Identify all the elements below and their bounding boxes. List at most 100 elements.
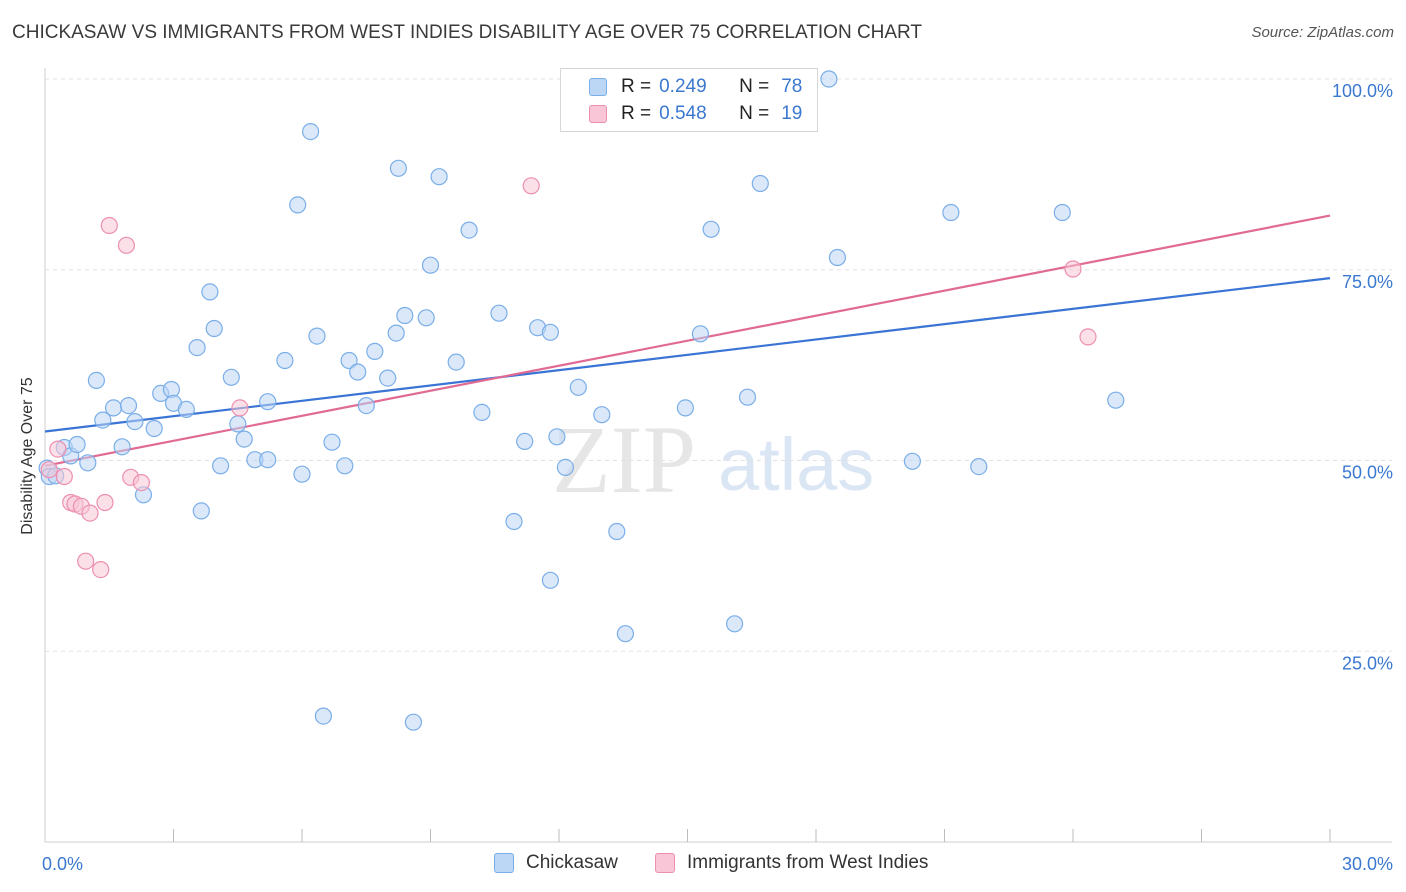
chickasaw-point [389, 159, 407, 177]
chickasaw-point [417, 309, 435, 327]
series-label-chickasaw: Chickasaw [526, 852, 618, 873]
west-indies-trend-line [44, 214, 1331, 467]
y-tick-label: 75.0% [1342, 272, 1393, 292]
series-label-west-indies: Immigrants from West Indies [687, 852, 929, 873]
chickasaw-point [293, 465, 311, 483]
chickasaw-point [421, 256, 440, 274]
chickasaw-point [396, 306, 414, 325]
chickasaw-point [192, 502, 210, 520]
chickasaw-point [349, 363, 367, 381]
chickasaw-point [340, 351, 358, 370]
chickasaw-point [751, 174, 769, 193]
series-legend: Chickasaw Immigrants from West Indies [0, 852, 1406, 876]
chickasaw-point [691, 325, 710, 343]
west-indies-point [132, 474, 150, 492]
chickasaw-point [68, 435, 86, 454]
chickasaw-point [820, 70, 838, 88]
watermark: ZIP atlas [552, 406, 874, 513]
west-indies-point [231, 399, 249, 417]
legend-row-chickasaw: R = 0.249 N = 78 [589, 76, 802, 98]
chickasaw-point [314, 707, 332, 725]
west-indies-point [92, 560, 110, 579]
legend-r-label: R = [621, 76, 652, 97]
legend-r-value: 0.548 [659, 103, 707, 124]
chickasaw-point [387, 324, 405, 342]
y-tick-label: 50.0% [1342, 463, 1393, 483]
chickasaw-point [738, 388, 757, 406]
chickasaw-point [79, 454, 97, 472]
west-indies-point [40, 461, 58, 479]
chickasaw-point [259, 393, 277, 411]
chickasaw-point [212, 457, 230, 475]
chickasaw-point [569, 378, 587, 396]
chickasaw-point [235, 430, 253, 448]
chickasaw-point [616, 625, 635, 643]
chickasaw-point [942, 203, 960, 222]
chickasaw-trend-line [44, 277, 1331, 433]
chickasaw-point [366, 342, 384, 360]
series-legend-chickasaw[interactable]: Chickasaw [494, 852, 618, 874]
x-tick-label-min: 0.0% [42, 854, 83, 874]
chickasaw-point [404, 713, 422, 731]
chickasaw-point [94, 411, 112, 429]
chickasaw-point [259, 451, 277, 469]
chickasaw-point [903, 452, 922, 470]
chickasaw-point [430, 168, 448, 186]
chickasaw-point [505, 512, 523, 531]
chickasaw-point [302, 123, 320, 141]
west-indies-point [522, 177, 540, 195]
legend-swatch-west-indies [589, 105, 607, 123]
watermark-zip: ZIP [552, 406, 696, 513]
chickasaw-point [556, 458, 575, 476]
chickasaw-point [541, 571, 560, 589]
watermark-atlas: atlas [718, 423, 874, 506]
chickasaw-point [593, 406, 611, 424]
y-tick-label: 100.0% [1332, 81, 1393, 101]
source-credit: Source: ZipAtlas.com [1251, 24, 1394, 41]
west-indies-point [81, 504, 99, 522]
series-legend-west-indies[interactable]: Immigrants from West Indies [655, 852, 928, 874]
chickasaw-point [490, 304, 508, 322]
tick-labels: 25.0% 50.0% 75.0% 100.0% 0.0% 30.0% [42, 81, 1393, 874]
chickasaw-point [725, 615, 744, 633]
y-axis-label: Disability Age Over 75 [19, 377, 36, 535]
scatter-points [38, 70, 1125, 731]
chickasaw-point [608, 522, 626, 541]
legend-r-label: R = [621, 103, 652, 124]
legend-swatch-chickasaw [589, 78, 607, 96]
west-indies-point [96, 493, 114, 512]
chickasaw-point [113, 438, 131, 456]
chickasaw-point [126, 413, 144, 431]
legend-row-west-indies: R = 0.548 N = 19 [589, 103, 802, 125]
chickasaw-point [473, 403, 491, 421]
west-indies-point [100, 216, 118, 235]
chickasaw-point [87, 371, 106, 389]
west-indies-point [49, 440, 67, 458]
legend-n-value: 78 [781, 76, 803, 97]
chickasaw-point [447, 353, 465, 371]
chickasaw-point [702, 220, 720, 238]
chickasaw-point [289, 196, 307, 214]
chickasaw-point [201, 283, 219, 301]
chart-title: CHICKASAW VS IMMIGRANTS FROM WEST INDIES… [12, 22, 923, 43]
chickasaw-point [828, 248, 847, 267]
y-tick-label: 25.0% [1342, 653, 1393, 673]
west-indies-point [1064, 260, 1082, 278]
series-swatch-chickasaw [494, 853, 514, 873]
chickasaw-point [229, 415, 247, 433]
chickasaw-point [323, 433, 341, 451]
chickasaw-point [541, 323, 560, 341]
legend-r-value: 0.249 [659, 76, 707, 97]
legend-n-label: N = [739, 103, 770, 124]
chickasaw-point [145, 419, 163, 438]
chickasaw-point [548, 428, 566, 446]
chickasaw-point [177, 400, 195, 418]
x-tick-label-max: 30.0% [1342, 854, 1393, 874]
series-swatch-west-indies [655, 853, 675, 873]
chickasaw-point [379, 369, 397, 387]
west-indies-point [117, 236, 136, 254]
west-indies-point [77, 552, 95, 570]
chickasaw-point [188, 339, 206, 357]
chickasaw-point [970, 458, 988, 476]
